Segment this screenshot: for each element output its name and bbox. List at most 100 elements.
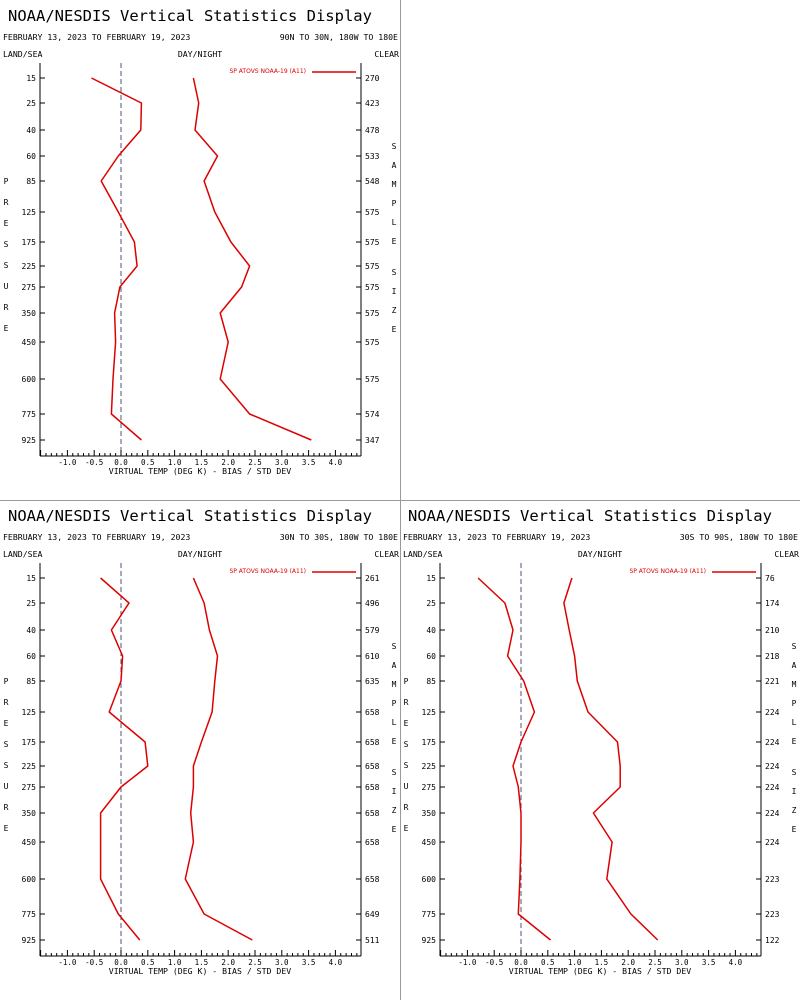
sample-size-label: 261	[365, 574, 380, 583]
pressure-level-label: 775	[22, 910, 37, 919]
pressure-level-label: 15	[26, 574, 36, 583]
pressure-level-label: 175	[22, 238, 37, 247]
pressure-level-label: 25	[26, 599, 36, 608]
y-axis-label-letter: S	[4, 240, 9, 249]
day-night-label: DAY/NIGHT	[578, 549, 622, 559]
pressure-level-label: 125	[422, 708, 437, 717]
region-label: 30S TO 90S, 180W TO 180E	[680, 532, 798, 542]
right-axis-label-letter: E	[392, 325, 397, 334]
x-tick-label: 2.0	[221, 958, 235, 967]
chart-panel-90n-30n: NOAA/NESDIS Vertical Statistics Display F…	[0, 0, 400, 500]
std-dev-series-line	[184, 577, 253, 941]
bias-series-line	[477, 577, 551, 941]
x-tick-label: 1.0	[168, 958, 182, 967]
chart-panel-30n-30s: NOAA/NESDIS Vertical Statistics Display F…	[0, 500, 400, 1000]
pressure-level-label: 175	[422, 738, 437, 747]
sample-size-label: 548	[365, 177, 380, 186]
sample-size-label: 174	[765, 599, 780, 608]
land-sea-label: LAND/SEA	[3, 549, 43, 559]
pressure-level-label: 125	[22, 208, 37, 217]
legend-label: SP ATOVS NOAA-19 (A11)	[229, 568, 306, 575]
right-axis-label-letter: E	[392, 737, 397, 746]
sample-size-label: 496	[365, 599, 380, 608]
sample-size-label: 575	[365, 208, 380, 217]
right-axis-label-letter: P	[792, 699, 797, 708]
x-tick-label: 2.5	[248, 958, 262, 967]
x-tick-label: 4.0	[729, 958, 743, 967]
vertical-stats-chart-30n-30s: NOAA/NESDIS Vertical Statistics Display F…	[3, 507, 399, 976]
y-axis-label-letter: S	[404, 740, 409, 749]
x-tick-label: -0.5	[485, 958, 503, 967]
y-axis-label-letter: U	[404, 782, 409, 791]
sample-size-label: 224	[765, 762, 780, 771]
sample-size-label: 423	[365, 99, 380, 108]
right-axis-label-letter: S	[392, 142, 397, 151]
sample-size-label: 575	[365, 262, 380, 271]
chart-title: NOAA/NESDIS Vertical Statistics Display	[8, 7, 372, 25]
right-axis-label-letter: E	[792, 737, 797, 746]
sample-size-label: 224	[765, 708, 780, 717]
x-tick-label: -1.0	[58, 958, 77, 967]
legend-label: SP ATOVS NOAA-19 (A11)	[229, 68, 306, 75]
bias-series-line	[91, 77, 143, 441]
pressure-level-label: 925	[422, 936, 437, 945]
y-axis-label-letter: R	[4, 698, 9, 707]
sample-size-label: 224	[765, 783, 780, 792]
pressure-level-label: 225	[422, 762, 437, 771]
right-axis-label-letter: M	[392, 680, 397, 689]
sample-size-label: 575	[365, 375, 380, 384]
x-tick-label: 2.0	[621, 958, 635, 967]
pressure-level-label: 25	[26, 99, 36, 108]
std-dev-series-line	[563, 577, 659, 941]
sample-size-label: 658	[365, 875, 380, 884]
std-dev-series-line	[192, 77, 312, 441]
right-axis-label-letter: Z	[392, 306, 397, 315]
sample-size-label: 575	[365, 309, 380, 318]
day-night-label: DAY/NIGHT	[178, 49, 222, 59]
sample-size-label: 76	[765, 574, 775, 583]
sample-size-label: 575	[365, 283, 380, 292]
right-axis-label-letter: Z	[392, 806, 397, 815]
pressure-level-label: 350	[22, 309, 37, 318]
x-tick-label: 3.5	[302, 458, 316, 467]
pressure-level-label: 15	[26, 74, 36, 83]
pressure-level-label: 85	[26, 677, 36, 686]
x-tick-label: 2.5	[648, 958, 662, 967]
pressure-level-label: 15	[426, 574, 436, 583]
clear-label: CLEAR	[374, 49, 399, 59]
y-axis-label-letter: S	[4, 740, 9, 749]
x-tick-label: 3.5	[302, 958, 316, 967]
right-axis-label-letter: L	[792, 718, 797, 727]
sample-size-label: 610	[365, 652, 380, 661]
x-axis-label: VIRTUAL TEMP (DEG K) - BIAS / STD DEV	[109, 466, 291, 476]
panel-divider-horizontal	[0, 500, 800, 501]
y-axis-label-letter: E	[4, 219, 9, 228]
x-tick-label: 2.5	[248, 458, 262, 467]
y-axis-label-letter: R	[404, 698, 409, 707]
right-axis-label-letter: S	[392, 268, 397, 277]
sample-size-label: 511	[365, 936, 380, 945]
pressure-level-label: 225	[22, 262, 37, 271]
x-tick-label: -0.5	[85, 458, 103, 467]
right-axis-label-letter: I	[792, 787, 797, 796]
right-axis-label-letter: I	[392, 287, 397, 296]
bias-series-line	[99, 577, 149, 941]
y-axis-label-letter: P	[4, 177, 9, 186]
pressure-level-label: 40	[26, 126, 36, 135]
sample-size-label: 221	[765, 677, 780, 686]
sample-size-label: 579	[365, 626, 380, 635]
sample-size-label: 574	[365, 410, 380, 419]
right-axis-label-letter: S	[392, 642, 397, 651]
right-axis-label-letter: M	[392, 180, 397, 189]
right-axis-label-letter: S	[792, 642, 797, 651]
right-axis-label-letter: S	[392, 768, 397, 777]
y-axis-label-letter: R	[4, 803, 9, 812]
sample-size-label: 658	[365, 838, 380, 847]
sample-size-label: 224	[765, 838, 780, 847]
x-tick-label: 3.5	[702, 958, 716, 967]
y-axis-label-letter: S	[4, 261, 9, 270]
sample-size-label: 223	[765, 910, 780, 919]
y-axis-label-letter: E	[4, 719, 9, 728]
clear-label: CLEAR	[374, 549, 399, 559]
land-sea-label: LAND/SEA	[3, 49, 43, 59]
